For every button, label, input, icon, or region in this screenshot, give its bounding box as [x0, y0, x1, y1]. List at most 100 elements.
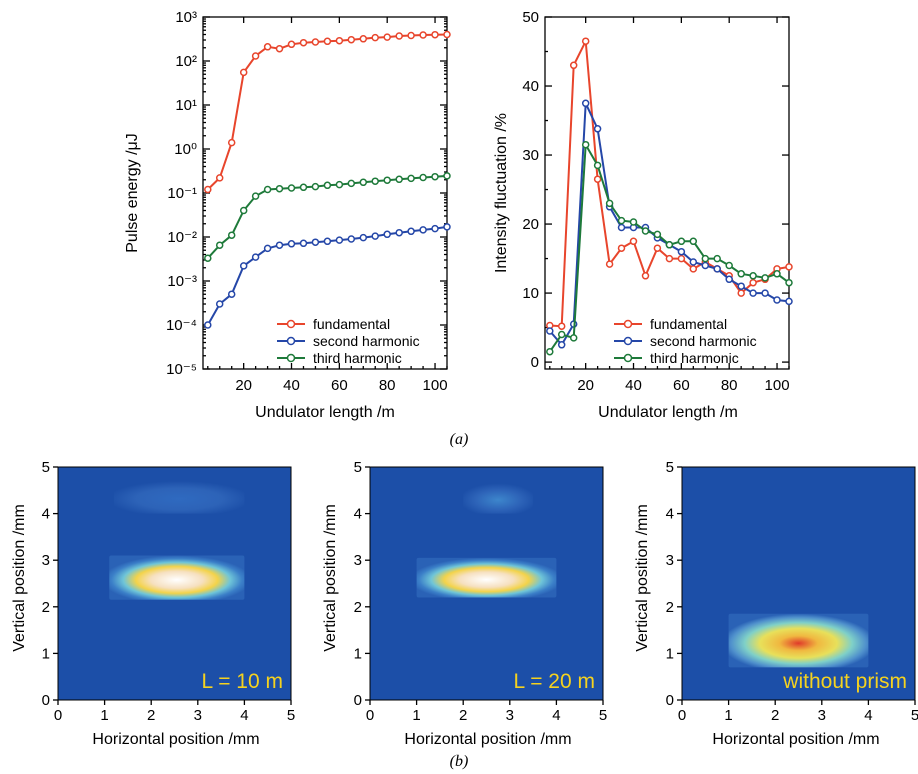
- x-tick-label: 2: [459, 707, 467, 724]
- y-tick-label: 10: [522, 285, 539, 302]
- data-point: [431, 30, 439, 39]
- legend-marker: [623, 336, 633, 346]
- data-point: [215, 241, 224, 249]
- data-point: [546, 347, 554, 356]
- data-point: [311, 182, 320, 191]
- data-point: [737, 289, 745, 297]
- data-point: [311, 38, 320, 46]
- data-point: [749, 289, 757, 297]
- data-point: [665, 254, 674, 263]
- data-point: [215, 300, 224, 308]
- y-tick-label: 4: [666, 506, 674, 523]
- data-point: [407, 31, 415, 40]
- data-point: [569, 334, 578, 342]
- y-tick-label: 20: [522, 216, 539, 233]
- data-point: [359, 233, 368, 242]
- data-point: [431, 224, 439, 233]
- data-point: [335, 36, 344, 45]
- x-axis-label-3: Horizontal position /mm: [712, 731, 879, 748]
- x-axis-label: Undulator length /m: [598, 404, 738, 421]
- x-tick-label: 3: [506, 707, 514, 724]
- x-tick-label: 3: [818, 707, 826, 724]
- y-tick-label: 2: [666, 599, 674, 616]
- x-tick-label: 0: [366, 707, 374, 724]
- data-point: [311, 238, 320, 246]
- legend-label: third harmonic: [313, 350, 402, 366]
- data-point: [204, 321, 212, 329]
- x-axis-label-1: Horizontal position /mm: [92, 731, 259, 748]
- y-tick-label: 5: [666, 459, 674, 476]
- image-label: without prism: [782, 670, 907, 693]
- plot-frame: [544, 16, 790, 370]
- image-frame: [57, 466, 292, 701]
- data-point: [204, 185, 212, 194]
- x-tick-label: 5: [287, 707, 295, 724]
- data-point: [227, 138, 236, 147]
- data-point: [617, 244, 626, 252]
- data-point: [227, 290, 236, 298]
- beam-spot: [463, 483, 534, 514]
- y-tick-label: 10⁻³: [167, 273, 197, 290]
- data-point: [204, 254, 212, 262]
- series-line-fundamental: [207, 33, 448, 191]
- data-point: [701, 254, 710, 263]
- data-point: [227, 231, 236, 239]
- x-tick-label: 3: [194, 707, 202, 724]
- data-point: [239, 68, 248, 77]
- data-point: [431, 172, 439, 181]
- data-point: [239, 206, 248, 215]
- data-point: [251, 52, 260, 60]
- beam-spot: [113, 480, 245, 514]
- y-tick-label: 4: [42, 506, 50, 523]
- y-tick-label: 3: [42, 552, 50, 569]
- y-tick-label: 2: [354, 599, 362, 616]
- data-point: [593, 175, 602, 183]
- data-point: [395, 228, 403, 237]
- legend-label: second harmonic: [313, 333, 420, 349]
- y-tick-label: 3: [354, 552, 362, 569]
- data-point: [725, 261, 733, 270]
- data-point: [557, 322, 566, 330]
- data-point: [383, 230, 391, 239]
- data-point: [749, 272, 757, 280]
- data-point: [629, 218, 638, 226]
- data-point: [251, 253, 260, 261]
- y-tick-label: 10²: [175, 53, 197, 70]
- legend-label: fundamental: [313, 316, 390, 332]
- image-frame: [681, 466, 916, 701]
- data-point: [701, 261, 710, 270]
- x-tick-label: 4: [552, 707, 560, 724]
- legend-label: third harmonic: [650, 350, 739, 366]
- data-point: [407, 174, 415, 183]
- x-tick-label: 5: [911, 707, 918, 724]
- data-point: [419, 226, 427, 234]
- data-point: [335, 236, 344, 244]
- image-label: L = 20 m: [513, 670, 595, 693]
- data-point: [569, 61, 578, 70]
- data-point: [299, 183, 308, 192]
- data-point: [641, 272, 650, 280]
- data-point: [785, 263, 793, 271]
- y-tick-label: 1: [666, 645, 674, 662]
- pulse-energy-chart: 20 40 60 80 100 10⁻⁵ 10⁻⁴ 10⁻³ 10⁻² 10⁻¹ 10⁰ 10¹ 10²…: [124, 9, 451, 421]
- data-point: [665, 241, 674, 249]
- data-point: [419, 31, 427, 39]
- x-axis-label-2: Horizontal position /mm: [404, 731, 571, 748]
- data-point: [443, 223, 451, 231]
- x-tick-label: 100: [423, 377, 448, 394]
- data-point: [323, 237, 332, 246]
- beam-spot: [416, 557, 557, 598]
- data-point: [581, 140, 590, 149]
- x-tick-label: 2: [147, 707, 155, 724]
- data-point: [299, 239, 308, 248]
- data-point: [713, 265, 721, 273]
- y-tick-label: 10⁻¹: [167, 185, 197, 202]
- x-tick-label: 0: [54, 707, 62, 724]
- legend-marker: [286, 336, 296, 346]
- data-point: [419, 173, 427, 182]
- x-tick-label: 80: [721, 377, 738, 394]
- x-tick-label: 4: [240, 707, 248, 724]
- legend-marker: [623, 353, 633, 363]
- x-tick-label: 80: [379, 377, 396, 394]
